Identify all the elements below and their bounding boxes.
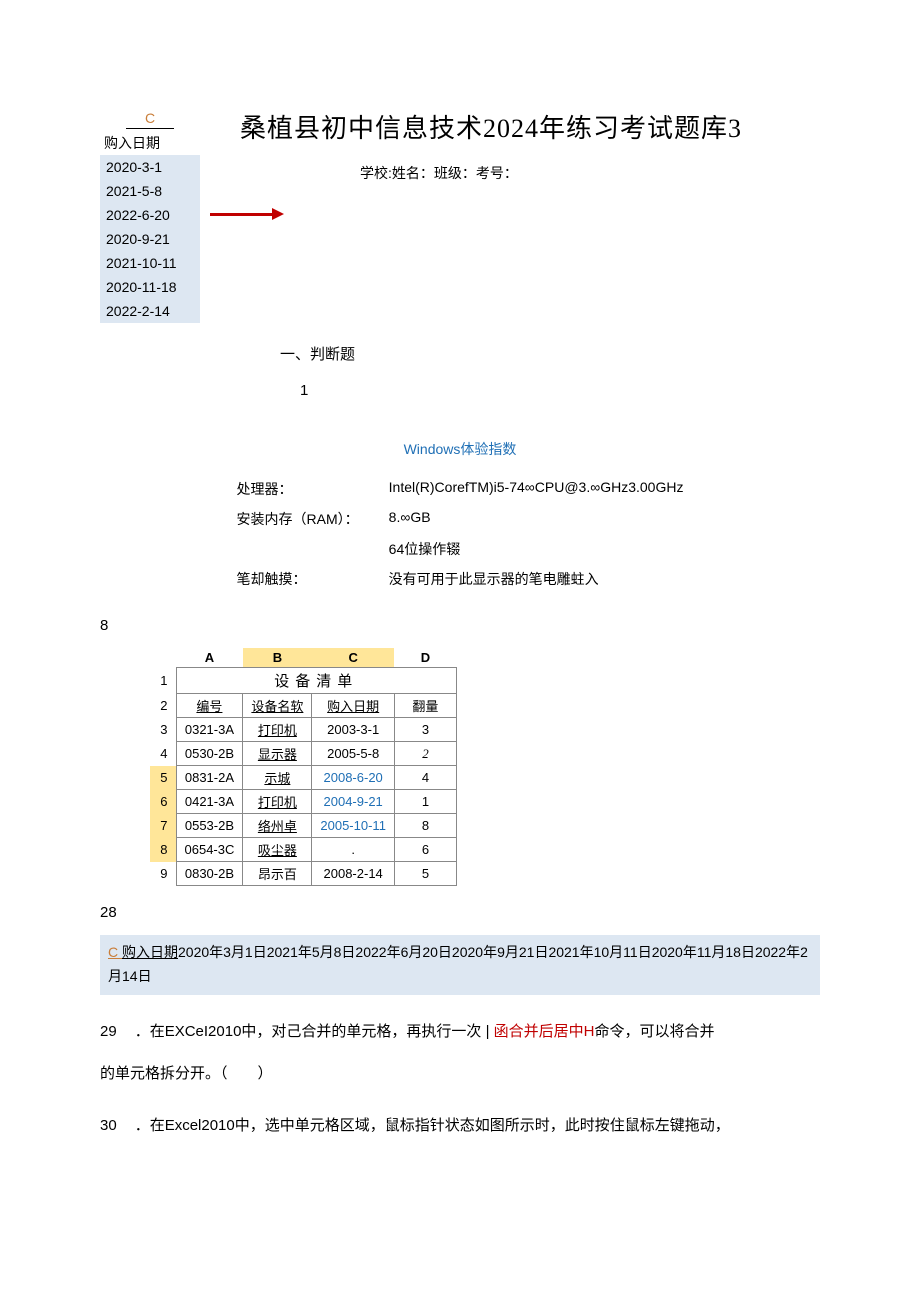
- table-header-cell: 翻量: [394, 694, 456, 718]
- date-cell: 2022-2-14: [100, 299, 200, 323]
- table-cell: 2003-3-1: [312, 718, 395, 742]
- date-cell: 2020-3-1: [100, 155, 200, 179]
- question-1-number: 1: [300, 382, 820, 399]
- spec-label: 安装内存（RAM）：: [223, 505, 373, 533]
- table-cell: 昂示百: [243, 862, 312, 886]
- question-29: 29．在EXCeI2010中，对己合并的单元格，再执行一次 | 函合并后居中H命…: [100, 1017, 820, 1089]
- date-cell: 2022-6-20: [100, 203, 200, 227]
- table-cell: 0553-2B: [176, 814, 243, 838]
- table-header-cell: 购入日期: [312, 694, 395, 718]
- q30-number: 30: [100, 1117, 117, 1134]
- table-cell: 示城: [243, 766, 312, 790]
- table-cell: 络州卓: [243, 814, 312, 838]
- spec-value: 8.∞GB: [375, 505, 698, 533]
- spec-label: [223, 535, 373, 563]
- equipment-title: 设备清单: [176, 668, 456, 694]
- table-cell: 0830-2B: [176, 862, 243, 886]
- table-cell: .: [312, 838, 395, 862]
- table-cell: 3: [394, 718, 456, 742]
- spec-value: 64位操作辍: [375, 535, 698, 563]
- arrow-icon: [210, 205, 284, 221]
- date-cell: 2020-11-18: [100, 275, 200, 299]
- table-cell: 0831-2A: [176, 766, 243, 790]
- question-30: 30．在Excel2010中，选中单元格区域，鼠标指针状态如图所示时，此时按住鼠…: [100, 1111, 820, 1141]
- col-header: A: [176, 648, 243, 668]
- windows-index-title: Windows体验指数: [100, 439, 820, 459]
- page-subtitle: 学校:姓名：班级：考号：: [360, 163, 820, 183]
- table-cell: 吸尘器: [243, 838, 312, 862]
- section-label: 一、判断题: [280, 343, 820, 364]
- table-cell: 2004-9-21: [312, 790, 395, 814]
- date-cell: 2021-5-8: [100, 179, 200, 203]
- table-cell: 4: [394, 766, 456, 790]
- table-cell: 2005-5-8: [312, 742, 395, 766]
- col-date-header: 购入日期: [100, 129, 200, 155]
- highlight-c: C: [108, 944, 122, 960]
- col-header: C: [312, 648, 395, 668]
- spec-label: 处理器：: [223, 475, 373, 503]
- topleft-date-column: C 购入日期 2020-3-12021-5-82022-6-202020-9-2…: [100, 110, 200, 323]
- highlight-date-block: C 购入日期2020年3月1日2021年5月8日2022年6月20日2020年9…: [100, 935, 820, 995]
- equipment-table: ABCD 1设备清单2编号设备名软购入日期翻量30321-3A打印机2003-3…: [150, 648, 457, 886]
- date-cell: 2021-10-11: [100, 251, 200, 275]
- table-header-cell: 编号: [176, 694, 243, 718]
- table-cell: 0654-3C: [176, 838, 243, 862]
- table-cell: 打印机: [243, 790, 312, 814]
- col-c-label: C: [126, 110, 174, 129]
- highlight-body: 2020年3月1日2021年5月8日2022年6月20日2020年9月21日20…: [108, 944, 808, 984]
- col-header: D: [394, 648, 456, 668]
- table-cell: 0421-3A: [176, 790, 243, 814]
- date-cell: 2020-9-21: [100, 227, 200, 251]
- table-cell: 打印机: [243, 718, 312, 742]
- highlight-prefix: 购入日期: [122, 944, 178, 960]
- label-28: 28: [100, 904, 820, 921]
- table-header-cell: 设备名软: [243, 694, 312, 718]
- q29-number: 29: [100, 1023, 117, 1040]
- table-cell: 1: [394, 790, 456, 814]
- table-cell: 2005-10-11: [312, 814, 395, 838]
- spec-label: 笔却触摸：: [223, 565, 373, 593]
- table-cell: 2008-2-14: [312, 862, 395, 886]
- label-8: 8: [100, 617, 820, 634]
- col-header: B: [243, 648, 312, 668]
- table-cell: 0530-2B: [176, 742, 243, 766]
- table-cell: 8: [394, 814, 456, 838]
- page-title: 桑植县初中信息技术2024年练习考试题库3: [240, 108, 820, 145]
- table-cell: 2: [394, 742, 456, 766]
- spec-value: 没有可用于此显示器的笔电雕蛀入: [375, 565, 698, 593]
- table-cell: 2008-6-20: [312, 766, 395, 790]
- table-cell: 6: [394, 838, 456, 862]
- spec-table: 处理器：Intel(R)CorefTM)i5-74∞CPU@3.∞GHz3.00…: [221, 473, 700, 595]
- table-cell: 显示器: [243, 742, 312, 766]
- spec-value: Intel(R)CorefTM)i5-74∞CPU@3.∞GHz3.00GHz: [375, 475, 698, 503]
- table-cell: 5: [394, 862, 456, 886]
- table-cell: 0321-3A: [176, 718, 243, 742]
